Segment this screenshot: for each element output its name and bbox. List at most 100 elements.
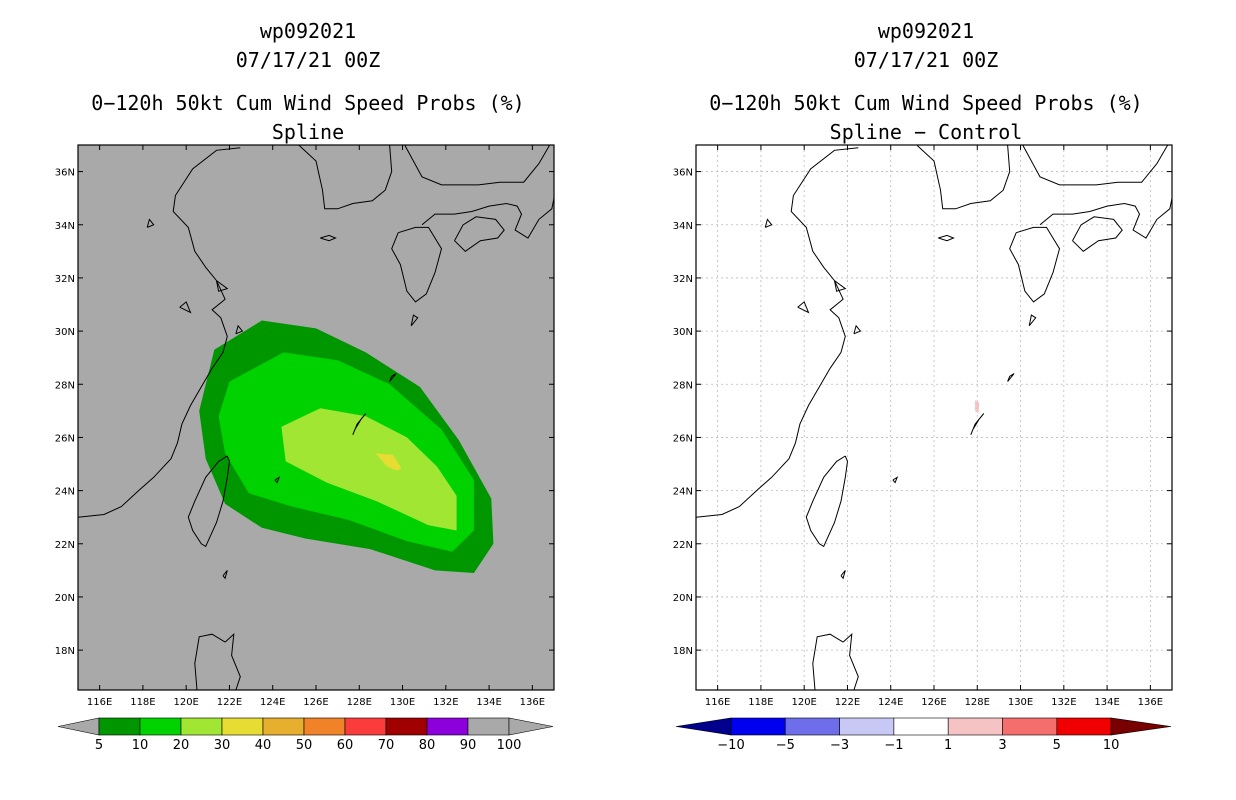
colorbar-box xyxy=(947,717,1003,736)
region-level-30 xyxy=(375,453,402,471)
coastline xyxy=(840,570,846,580)
y-tick-label: 26N xyxy=(55,433,75,444)
product-title: 0−120h 50kt Cum Wind Speed Probs (%) xyxy=(709,91,1142,115)
coastline xyxy=(352,413,367,435)
coastline xyxy=(274,476,281,484)
x-tick-label: 120E xyxy=(791,697,816,708)
coastline xyxy=(216,280,229,292)
coastline xyxy=(842,632,859,690)
y-tick-label: 36N xyxy=(673,168,693,179)
colorbar-label: −10 xyxy=(717,738,744,753)
region-level-20 xyxy=(281,408,457,531)
product-title: 0−120h 50kt Cum Wind Speed Probs (%) xyxy=(91,91,524,115)
probability-regions xyxy=(199,320,494,573)
x-tick-label: 116E xyxy=(87,697,112,708)
colorbar-label: 20 xyxy=(173,738,190,753)
region-level-1 xyxy=(975,400,980,414)
coastline xyxy=(391,226,443,303)
y-tick-label: 32N xyxy=(55,274,75,285)
colorbar-box xyxy=(1002,717,1058,736)
difference-regions xyxy=(975,400,980,414)
colorbar-label: 40 xyxy=(255,738,272,753)
colorbar-label: 5 xyxy=(1053,738,1061,753)
gridlines xyxy=(696,145,1172,690)
y-tick-label: 18N xyxy=(673,646,693,657)
colorbar-box xyxy=(344,717,387,736)
y-tick-label: 36N xyxy=(55,168,75,179)
coastline xyxy=(916,145,1011,210)
coastline xyxy=(1009,226,1061,303)
colorbar-label: 3 xyxy=(998,738,1006,753)
coastline xyxy=(404,145,551,186)
x-tick-label: 124E xyxy=(260,697,285,708)
coastline xyxy=(78,147,241,518)
x-tick-label: 134E xyxy=(1094,697,1119,708)
coastline xyxy=(1022,145,1169,186)
colorbar-box xyxy=(1056,717,1112,736)
y-tick-label: 24N xyxy=(55,487,75,498)
coastline xyxy=(454,216,505,252)
coastline xyxy=(805,455,849,548)
panel-subtitle: Spline xyxy=(272,120,344,144)
x-tick-label: 136E xyxy=(1138,697,1163,708)
colorbar-label: 50 xyxy=(296,738,313,753)
coastline xyxy=(812,633,844,690)
coastlines xyxy=(78,145,554,690)
y-tick-label: 20N xyxy=(55,593,75,604)
colorbar-label: 5 xyxy=(95,738,103,753)
colorbar-label: −5 xyxy=(776,738,795,753)
colorbar-box xyxy=(467,717,510,736)
coastline xyxy=(696,147,859,518)
x-tick-label: 120E xyxy=(173,697,198,708)
y-tick-label: 34N xyxy=(55,221,75,232)
valid-time-title: 07/17/21 00Z xyxy=(854,48,999,72)
y-tick-label: 28N xyxy=(673,380,693,391)
x-tick-label: 124E xyxy=(878,697,903,708)
colorbar-label: −3 xyxy=(830,738,849,753)
coastline xyxy=(222,570,228,580)
x-tick-label: 132E xyxy=(433,697,458,708)
coastline xyxy=(938,234,955,242)
colorbar-box xyxy=(893,717,949,736)
colorbar-arrow-low xyxy=(57,717,100,736)
coastline xyxy=(224,632,241,690)
x-tick-label: 122E xyxy=(217,697,242,708)
colorbar-box xyxy=(385,717,428,736)
coastline xyxy=(853,324,862,335)
x-tick-label: 130E xyxy=(390,697,415,708)
y-tick-label: 30N xyxy=(673,327,693,338)
colorbar-box xyxy=(139,717,182,736)
colorbar-label: 60 xyxy=(337,738,354,753)
coastline xyxy=(797,301,810,314)
x-tick-label: 126E xyxy=(921,697,946,708)
coastline xyxy=(410,314,419,327)
colorbar-label: 100 xyxy=(497,738,522,753)
coastline xyxy=(421,198,554,239)
colorbar-box xyxy=(262,717,305,736)
colorbar-arrow-high xyxy=(508,717,554,736)
coastline xyxy=(298,145,393,210)
colorbar-arrow-high xyxy=(1110,717,1172,736)
colorbar-label: 30 xyxy=(214,738,231,753)
x-tick-label: 136E xyxy=(520,697,545,708)
y-tick-label: 26N xyxy=(673,433,693,444)
y-tick-label: 28N xyxy=(55,380,75,391)
storm-id-title: wp092021 xyxy=(260,19,356,43)
x-tick-label: 118E xyxy=(130,697,155,708)
x-tick-label: 134E xyxy=(476,697,501,708)
coastline xyxy=(970,413,985,435)
colorbar-label: 80 xyxy=(419,738,436,753)
y-tick-label: 22N xyxy=(673,540,693,551)
colorbar-label: 10 xyxy=(132,738,149,753)
colorbar-box xyxy=(426,717,469,736)
axis-ticks: 116E 118E 120E 122E 124E 126E 128E 130E 132E 134E… xyxy=(55,145,554,708)
coastline xyxy=(194,633,226,690)
y-tick-label: 20N xyxy=(673,593,693,604)
y-tick-label: 22N xyxy=(55,540,75,551)
coastline xyxy=(834,280,847,292)
storm-id-title: wp092021 xyxy=(878,19,974,43)
colorbar-box xyxy=(221,717,264,736)
x-tick-label: 126E xyxy=(303,697,328,708)
x-tick-label: 132E xyxy=(1051,697,1076,708)
